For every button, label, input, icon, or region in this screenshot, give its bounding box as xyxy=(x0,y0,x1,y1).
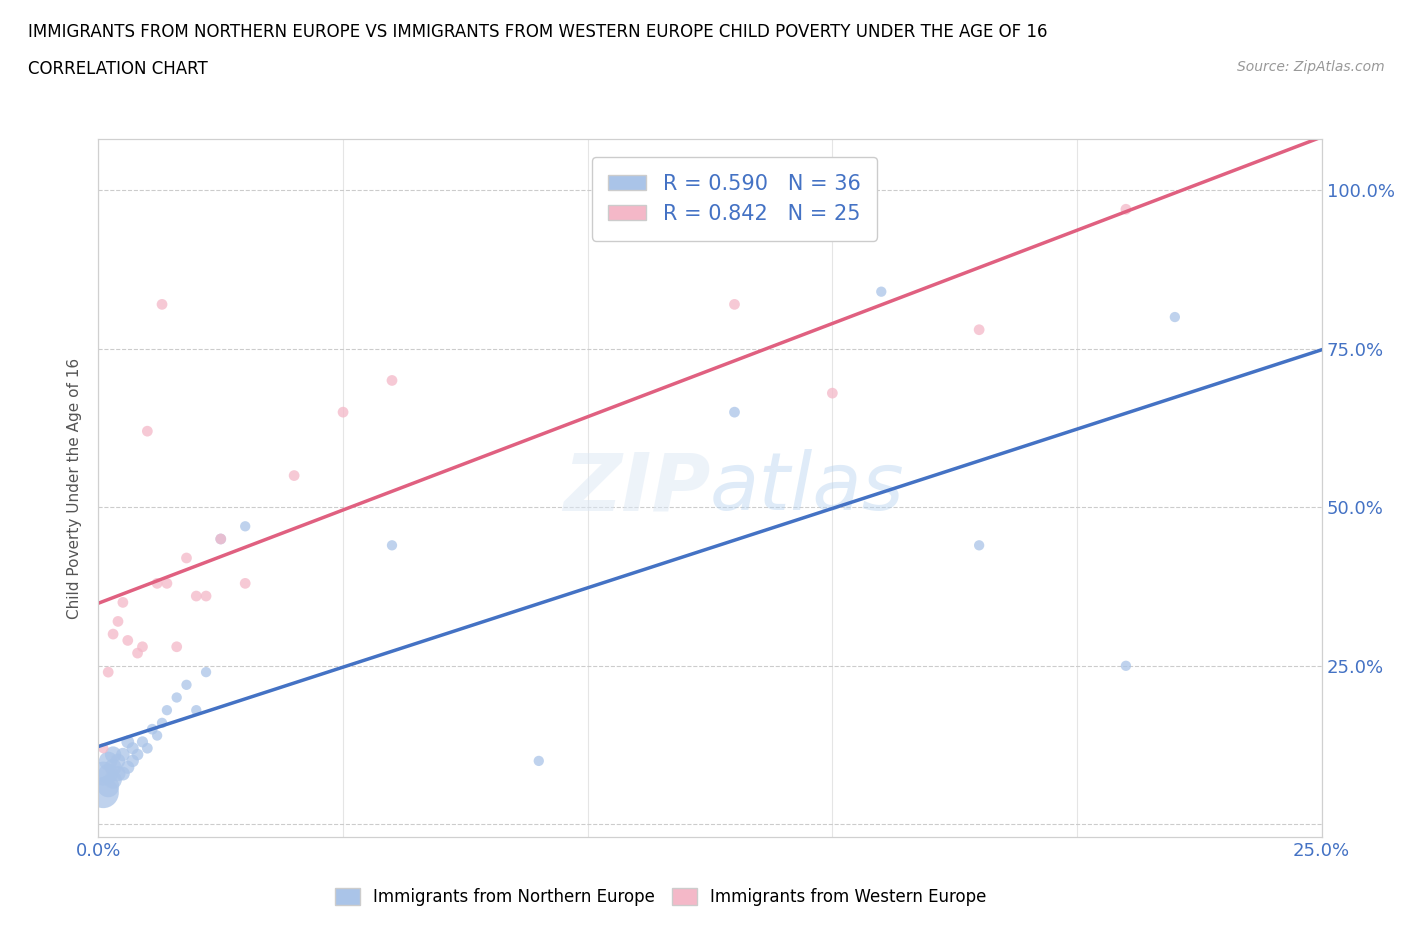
Point xyxy=(97,753,120,768)
Text: Source: ZipAtlas.com: Source: ZipAtlas.com xyxy=(1237,60,1385,74)
Point xyxy=(127,645,149,660)
Point xyxy=(97,778,120,793)
Point xyxy=(176,677,198,692)
Point xyxy=(156,703,179,718)
Point xyxy=(186,589,208,604)
Point xyxy=(117,760,139,775)
Point xyxy=(870,285,893,299)
Point xyxy=(136,424,159,439)
Point xyxy=(101,747,124,762)
Point xyxy=(723,405,745,419)
Point xyxy=(141,722,163,737)
Point xyxy=(821,386,844,401)
Point xyxy=(527,753,550,768)
Point xyxy=(166,690,188,705)
Point xyxy=(283,468,305,483)
Point xyxy=(381,373,404,388)
Point xyxy=(101,627,124,642)
Point xyxy=(101,760,124,775)
Point xyxy=(107,614,129,629)
Point xyxy=(150,715,173,730)
Text: ZIP: ZIP xyxy=(562,449,710,527)
Point xyxy=(121,753,143,768)
Point xyxy=(1115,202,1137,217)
Y-axis label: Child Poverty Under the Age of 16: Child Poverty Under the Age of 16 xyxy=(67,358,83,618)
Legend: Immigrants from Northern Europe, Immigrants from Western Europe: Immigrants from Northern Europe, Immigra… xyxy=(329,881,993,912)
Point xyxy=(136,741,159,756)
Point xyxy=(723,297,745,312)
Point xyxy=(107,766,129,781)
Point xyxy=(111,747,134,762)
Point xyxy=(107,753,129,768)
Text: atlas: atlas xyxy=(710,449,905,527)
Point xyxy=(117,633,139,648)
Point xyxy=(150,297,173,312)
Point xyxy=(1164,310,1187,325)
Point xyxy=(127,747,149,762)
Point xyxy=(131,735,153,750)
Point xyxy=(381,538,404,552)
Point xyxy=(233,519,256,534)
Point xyxy=(111,766,134,781)
Point xyxy=(121,741,143,756)
Point xyxy=(967,323,990,338)
Point xyxy=(146,576,169,591)
Point xyxy=(166,639,188,654)
Point xyxy=(111,595,134,610)
Point xyxy=(156,576,179,591)
Point xyxy=(209,532,232,547)
Point xyxy=(91,741,114,756)
Text: CORRELATION CHART: CORRELATION CHART xyxy=(28,60,208,78)
Point xyxy=(1115,658,1137,673)
Point xyxy=(176,551,198,565)
Point xyxy=(967,538,990,552)
Point xyxy=(91,785,114,800)
Point xyxy=(117,735,139,750)
Point xyxy=(97,766,120,781)
Point xyxy=(233,576,256,591)
Point xyxy=(97,665,120,680)
Text: IMMIGRANTS FROM NORTHERN EUROPE VS IMMIGRANTS FROM WESTERN EUROPE CHILD POVERTY : IMMIGRANTS FROM NORTHERN EUROPE VS IMMIG… xyxy=(28,23,1047,41)
Point xyxy=(131,639,153,654)
Point xyxy=(332,405,354,419)
Point xyxy=(91,766,114,781)
Point xyxy=(195,665,218,680)
Point xyxy=(186,703,208,718)
Point xyxy=(146,728,169,743)
Legend: R = 0.590   N = 36, R = 0.842   N = 25: R = 0.590 N = 36, R = 0.842 N = 25 xyxy=(592,157,877,241)
Point xyxy=(101,773,124,788)
Point xyxy=(209,532,232,547)
Point xyxy=(195,589,218,604)
